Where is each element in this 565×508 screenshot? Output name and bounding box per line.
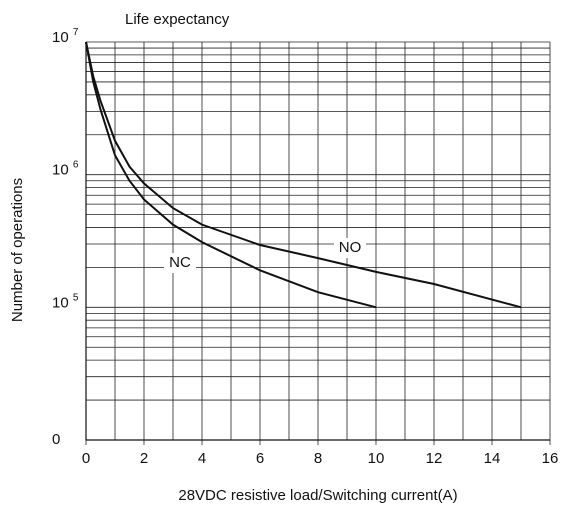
y-tick-label: 10 6 <box>52 159 79 178</box>
x-tick-label: 0 <box>82 450 90 467</box>
x-axis-label: 28VDC resistive load/Switching current(A… <box>178 487 457 504</box>
y-tick-label: 0 <box>52 431 60 448</box>
series-label: NC <box>169 254 191 271</box>
x-tick-label: 14 <box>484 450 501 467</box>
series-label: NO <box>339 239 362 256</box>
x-tick-label: 10 <box>368 450 385 467</box>
x-tick-label: 4 <box>198 450 206 467</box>
y-tick-label: 10 5 <box>52 292 79 311</box>
y-axis-label: Number of operations <box>9 178 26 322</box>
x-tick-label: 16 <box>542 450 559 467</box>
chart-title: Life expectancy <box>125 11 230 28</box>
line <box>85 41 522 309</box>
x-tick-label: 2 <box>140 450 148 467</box>
x-tick-label: 12 <box>426 450 443 467</box>
y-tick-label: 10 7 <box>52 27 79 46</box>
label-background <box>334 238 366 258</box>
x-tick-label: 6 <box>256 450 264 467</box>
line <box>85 41 377 309</box>
label-background <box>164 253 196 273</box>
x-tick-label: 8 <box>314 450 322 467</box>
